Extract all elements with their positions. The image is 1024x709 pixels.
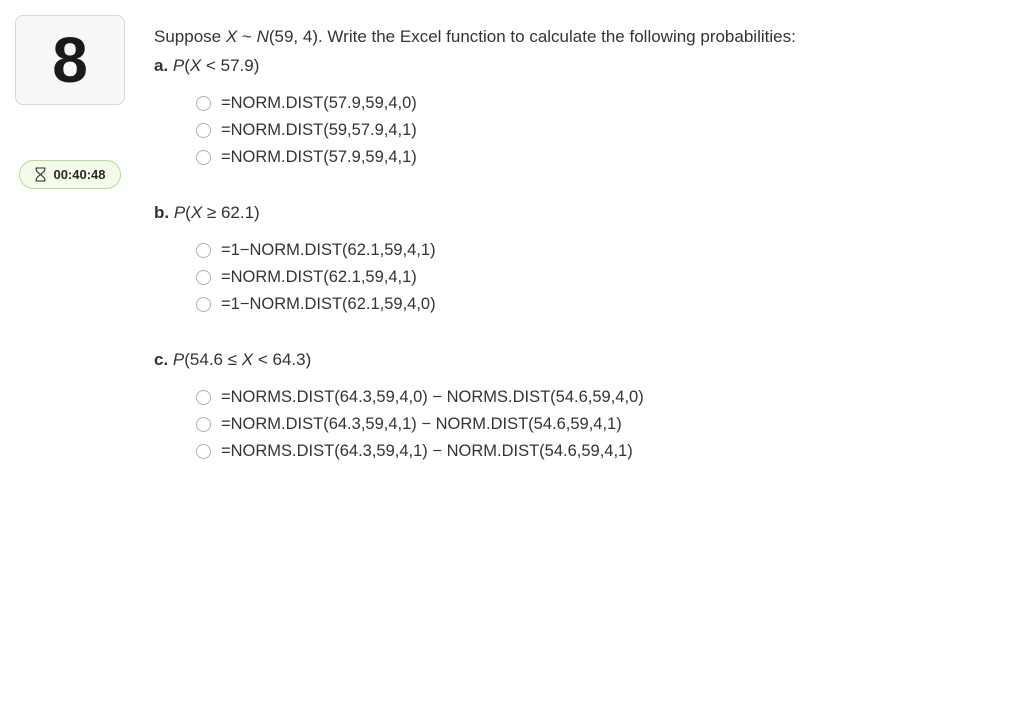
question-number-box: 8 [15, 15, 125, 105]
part-b-bold: b. [154, 203, 169, 222]
question-number: 8 [52, 28, 88, 92]
option-c-1[interactable]: =NORMS.DIST(64.3,59,4,0) − NORMS.DIST(54… [196, 388, 994, 407]
option-b-3[interactable]: =1−NORM.DIST(62.1,59,4,0) [196, 295, 994, 314]
option-text: =1−NORM.DIST(62.1,59,4,0) [221, 295, 436, 314]
radio-icon[interactable] [196, 123, 211, 138]
part-c-bold: c. [154, 350, 168, 369]
intro-dist: N [257, 27, 269, 46]
option-text: =NORM.DIST(62.1,59,4,1) [221, 268, 417, 287]
option-b-1[interactable]: =1−NORM.DIST(62.1,59,4,1) [196, 241, 994, 260]
option-text: =NORM.DIST(57.9,59,4,1) [221, 148, 417, 167]
option-text: =NORM.DIST(57.9,59,4,0) [221, 94, 417, 113]
hourglass-icon [34, 167, 47, 182]
part-a-options: =NORM.DIST(57.9,59,4,0) =NORM.DIST(59,57… [154, 94, 994, 167]
radio-icon[interactable] [196, 297, 211, 312]
option-a-3[interactable]: =NORM.DIST(57.9,59,4,1) [196, 148, 994, 167]
option-c-2[interactable]: =NORM.DIST(64.3,59,4,1) − NORM.DIST(54.6… [196, 415, 994, 434]
radio-icon[interactable] [196, 390, 211, 405]
radio-icon[interactable] [196, 444, 211, 459]
part-b-x: X [191, 203, 202, 222]
part-a-p: P [168, 56, 184, 75]
part-a-x: X [190, 56, 201, 75]
part-c-x: X [242, 350, 253, 369]
part-b-label: b. P(X ≥ 62.1) [154, 203, 994, 223]
intro-tilde: ~ [237, 27, 256, 46]
part-c-rest: < 64.3) [253, 350, 311, 369]
option-text: =NORMS.DIST(64.3,59,4,0) − NORMS.DIST(54… [221, 388, 644, 407]
content-area: Suppose X ~ N(59, 4). Write the Excel fu… [140, 0, 1024, 709]
page-root: 8 00:40:48 Suppose X ~ N(59, 4). Write t… [0, 0, 1024, 709]
option-a-2[interactable]: =NORM.DIST(59,57.9,4,1) [196, 121, 994, 140]
part-c-p: P [168, 350, 184, 369]
intro-params: (59, 4). Write the Excel function to cal… [269, 27, 796, 46]
option-text: =NORM.DIST(64.3,59,4,1) − NORM.DIST(54.6… [221, 415, 622, 434]
part-c-label: c. P(54.6 ≤ X < 64.3) [154, 350, 994, 370]
radio-icon[interactable] [196, 243, 211, 258]
part-c-options: =NORMS.DIST(64.3,59,4,0) − NORMS.DIST(54… [154, 388, 994, 461]
option-text: =NORM.DIST(59,57.9,4,1) [221, 121, 417, 140]
part-a-rest: < 57.9) [201, 56, 259, 75]
intro-prefix: Suppose [154, 27, 226, 46]
radio-icon[interactable] [196, 150, 211, 165]
part-b-options: =1−NORM.DIST(62.1,59,4,1) =NORM.DIST(62.… [154, 241, 994, 314]
radio-icon[interactable] [196, 96, 211, 111]
sidebar: 8 00:40:48 [0, 0, 140, 709]
intro-var: X [226, 27, 237, 46]
option-text: =1−NORM.DIST(62.1,59,4,1) [221, 241, 436, 260]
option-a-1[interactable]: =NORM.DIST(57.9,59,4,0) [196, 94, 994, 113]
timer-text: 00:40:48 [53, 167, 105, 182]
part-a-label: a. P(X < 57.9) [154, 56, 994, 76]
question-intro: Suppose X ~ N(59, 4). Write the Excel fu… [154, 24, 994, 50]
option-text: =NORMS.DIST(64.3,59,4,1) − NORM.DIST(54.… [221, 442, 633, 461]
radio-icon[interactable] [196, 270, 211, 285]
part-b-rest: ≥ 62.1) [202, 203, 260, 222]
radio-icon[interactable] [196, 417, 211, 432]
timer-pill: 00:40:48 [19, 160, 120, 189]
option-c-3[interactable]: =NORMS.DIST(64.3,59,4,1) − NORM.DIST(54.… [196, 442, 994, 461]
option-b-2[interactable]: =NORM.DIST(62.1,59,4,1) [196, 268, 994, 287]
part-a-bold: a. [154, 56, 168, 75]
part-c-paren: (54.6 ≤ [184, 350, 242, 369]
part-b-p: P [169, 203, 185, 222]
